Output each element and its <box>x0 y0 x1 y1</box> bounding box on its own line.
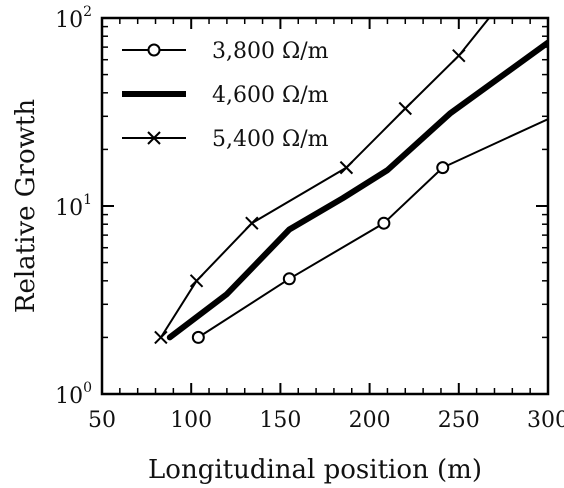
marker-layer <box>154 49 466 345</box>
series-0-point <box>436 161 450 175</box>
series-legend-2-point <box>147 131 161 145</box>
series-2-point <box>398 101 412 116</box>
legend-label-2: 5,400 Ω/m <box>212 127 329 152</box>
legend-label-1: 4,600 Ω/m <box>212 83 329 108</box>
legend-label-0: 3,800 Ω/m <box>212 39 329 64</box>
series-2-line <box>159 18 491 339</box>
series-legend-0-point <box>147 43 161 57</box>
series-0-point <box>191 330 205 344</box>
x-tick-label: 300 <box>527 408 564 433</box>
x-tick-label: 50 <box>88 408 116 433</box>
series-1-line <box>166 39 548 341</box>
x-tick-label: 100 <box>170 408 212 433</box>
series-0-point <box>282 272 296 286</box>
series-0-point <box>377 216 391 230</box>
x-axis-label: Longitudinal position (m) <box>148 455 482 485</box>
y-tick-label: 100 <box>55 380 92 409</box>
y-axis-label: Relative Growth <box>11 99 41 313</box>
series-2-point <box>154 330 168 345</box>
x-tick-label: 150 <box>259 408 301 433</box>
legend: 3,800 Ω/m 4,600 Ω/m 5,400 Ω/m <box>122 39 329 152</box>
x-tick-label: 200 <box>349 408 391 433</box>
y-tick-label: 101 <box>55 192 92 221</box>
series-2-point <box>189 274 204 288</box>
series-2-point <box>339 160 354 175</box>
x-tick-label: 250 <box>438 408 480 433</box>
series-2-point <box>452 49 466 63</box>
series-layer <box>159 18 548 341</box>
y-tick-label: 102 <box>55 4 92 33</box>
series-2-point <box>245 216 259 230</box>
